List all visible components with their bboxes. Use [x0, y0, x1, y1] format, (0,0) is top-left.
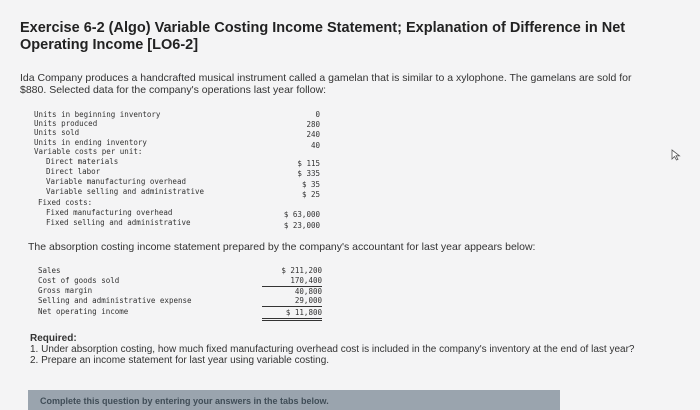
- data-value: $ 35: [301, 180, 320, 189]
- data-row: Direct labor: [46, 166, 100, 177]
- income-row: Selling and administrative expense: [38, 295, 192, 306]
- data-row: Fixed manufacturing overhead: [46, 207, 172, 218]
- data-row: Units in ending inventory: [34, 137, 147, 148]
- data-row: Units sold: [34, 127, 79, 138]
- data-value: $ 25: [301, 190, 320, 199]
- problem-intro: Ida Company produces a handcrafted music…: [20, 72, 632, 96]
- data-value: $ 115: [297, 159, 320, 168]
- data-row: Variable manufacturing overhead: [46, 176, 186, 187]
- data-value: 240: [306, 130, 320, 139]
- income-value: 29,000: [262, 295, 322, 307]
- data-row: Fixed costs:: [38, 197, 92, 208]
- income-value: 40,800: [294, 287, 322, 296]
- instruction-banner: [28, 390, 560, 410]
- data-value: 40: [310, 141, 320, 150]
- instruction-banner-text: Complete this question by entering your …: [40, 396, 329, 406]
- data-value: $ 23,000: [283, 221, 320, 230]
- data-label: Units in ending inventory: [34, 138, 147, 147]
- income-label: Cost of goods sold: [38, 276, 120, 285]
- income-value: $ 211,200: [281, 266, 322, 275]
- required-section: Required: 1. Under absorption costing, h…: [30, 333, 640, 366]
- data-label: Direct labor: [46, 167, 101, 176]
- income-row: Cost of goods sold: [38, 275, 119, 286]
- data-row: Variable costs per unit:: [34, 146, 142, 157]
- absorption-intro: The absorption costing income statement …: [28, 241, 536, 253]
- data-value: 0: [315, 110, 320, 119]
- income-row: Gross margin: [38, 285, 92, 296]
- data-value: $ 335: [297, 169, 320, 178]
- income-row: Net operating income: [38, 306, 128, 317]
- data-label: Variable manufacturing overhead: [46, 177, 186, 186]
- data-value: $ 63,000: [283, 210, 320, 219]
- data-row: Direct materials: [46, 156, 118, 167]
- required-heading: Required:: [30, 333, 77, 344]
- data-label: Fixed manufacturing overhead: [46, 208, 173, 217]
- income-label: Sales: [38, 266, 61, 275]
- required-item-2: 2. Prepare an income statement for last …: [30, 355, 330, 366]
- data-label: Units in beginning inventory: [34, 110, 161, 119]
- data-label: Units sold: [34, 128, 80, 137]
- data-row: Fixed selling and administrative: [46, 217, 191, 228]
- data-value: 280: [306, 120, 320, 129]
- page-title: Exercise 6-2 (Algo) Variable Costing Inc…: [20, 20, 626, 53]
- required-item-1: 1. Under absorption costing, how much fi…: [30, 344, 635, 355]
- data-row: Variable selling and administrative: [46, 186, 204, 197]
- data-label: Fixed selling and administrative: [46, 218, 191, 227]
- mouse-cursor-icon: [671, 149, 681, 161]
- income-label: Gross margin: [38, 286, 93, 295]
- data-label: Direct materials: [46, 157, 119, 166]
- income-value: 170,400: [262, 275, 322, 287]
- data-label: Variable costs per unit:: [34, 147, 143, 156]
- income-row: Sales: [38, 265, 61, 276]
- data-label: Variable selling and administrative: [46, 187, 205, 196]
- income-value: $ 11,800: [262, 307, 322, 321]
- data-row: Units produced: [34, 118, 97, 129]
- income-label: Net operating income: [38, 307, 129, 316]
- income-label: Selling and administrative expense: [38, 296, 192, 305]
- data-label: Units produced: [34, 119, 98, 128]
- data-label: Fixed costs:: [38, 198, 93, 207]
- data-row: Units in beginning inventory: [34, 109, 160, 120]
